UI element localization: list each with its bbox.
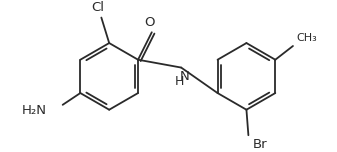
- Text: Cl: Cl: [91, 1, 104, 14]
- Text: Br: Br: [252, 138, 267, 150]
- Text: N: N: [180, 70, 190, 83]
- Text: CH₃: CH₃: [297, 33, 317, 43]
- Text: H₂N: H₂N: [22, 104, 47, 117]
- Text: H: H: [175, 75, 184, 88]
- Text: O: O: [145, 16, 155, 29]
